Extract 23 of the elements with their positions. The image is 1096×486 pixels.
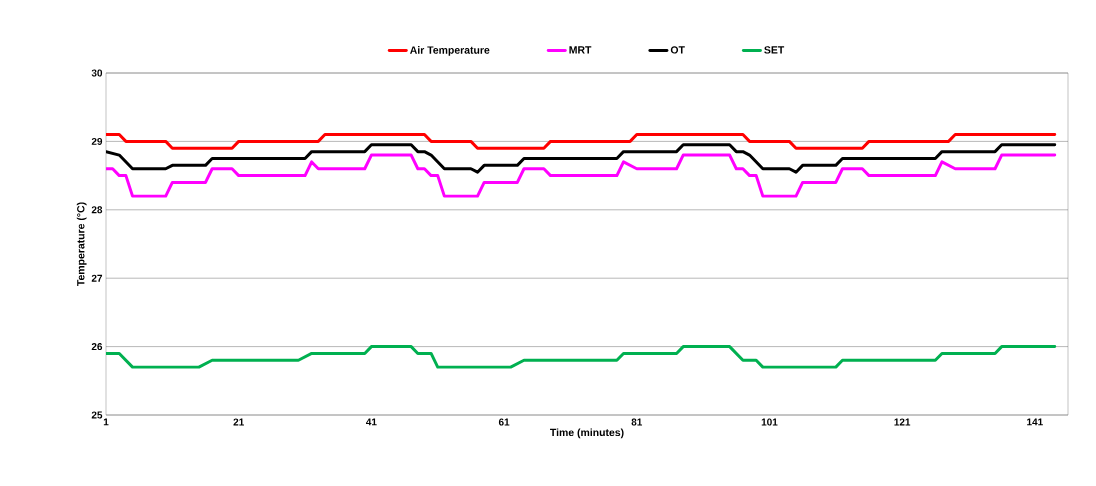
x-tick-label: 41: [366, 418, 377, 426]
y-axis-title: Temperature (°C): [76, 202, 87, 286]
y-tick-label: 27: [91, 274, 103, 282]
y-tick-label: 29: [91, 137, 103, 145]
line-series: [106, 345, 1057, 369]
x-tick-label: 21: [233, 418, 244, 426]
x-axis-title: Time (minutes): [550, 428, 624, 439]
line-series: [106, 153, 1057, 198]
legend-label: SET: [764, 46, 785, 54]
x-tick-label: 141: [1027, 418, 1043, 426]
x-tick-label: 61: [498, 418, 510, 426]
y-tick-label: 25: [91, 411, 103, 419]
x-tick-label: 81: [631, 418, 643, 426]
legend-label: MRT: [569, 46, 592, 54]
y-tick-label: 28: [91, 206, 103, 214]
x-tick-label: 121: [894, 418, 911, 426]
x-tick-label: 1: [103, 418, 109, 426]
x-tick-label: 101: [761, 418, 778, 426]
line-series: [106, 143, 1057, 174]
y-tick-label: 26: [91, 343, 103, 351]
legend-label: OT: [670, 46, 685, 54]
legend-label: Air Temperature: [410, 46, 490, 56]
y-tick-label: 30: [91, 69, 103, 77]
